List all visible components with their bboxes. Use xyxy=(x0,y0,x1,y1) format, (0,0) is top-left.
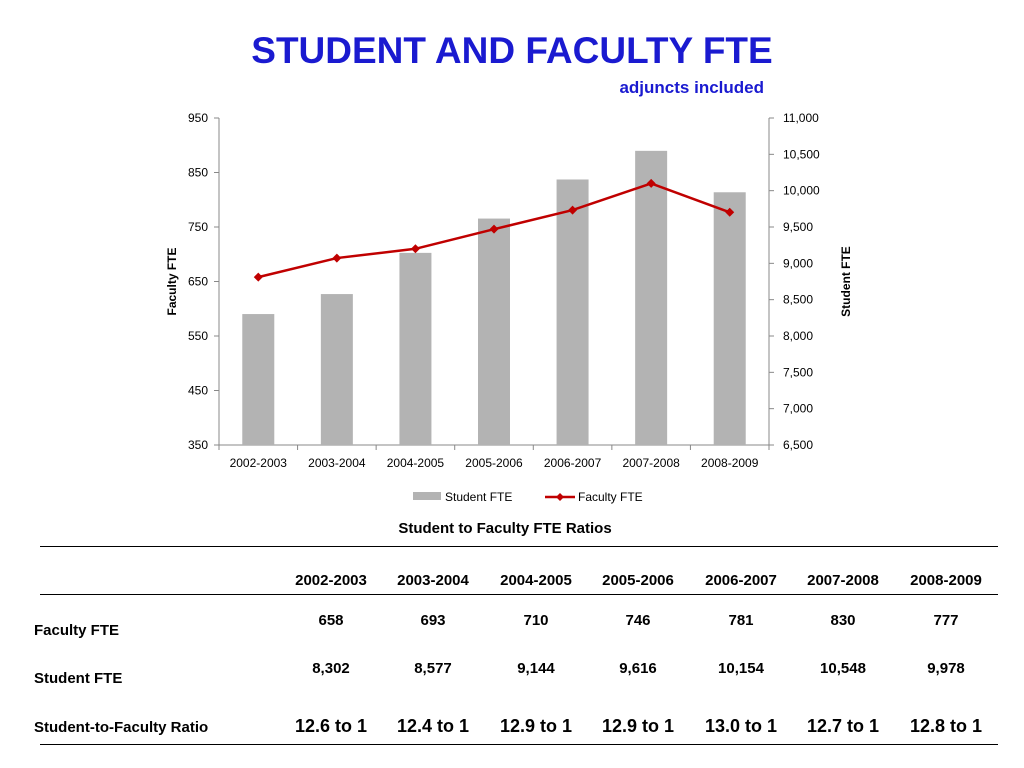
left-axis-title: Faculty FTE xyxy=(165,247,179,315)
table-year-header: 2004-2005 xyxy=(500,572,572,589)
table-cell: 693 xyxy=(420,612,446,629)
x-tick-label: 2007-2008 xyxy=(622,456,680,470)
table-year-header: 2003-2004 xyxy=(397,572,469,589)
right-tick-label: 7,000 xyxy=(783,402,813,416)
table-cell: 8,302 xyxy=(312,660,350,677)
table-year-header: 2002-2003 xyxy=(295,572,367,589)
table-cell: 12.7 to 1 xyxy=(806,716,880,736)
table-cell: 12.6 to 1 xyxy=(294,716,368,736)
table-cell: 710 xyxy=(523,612,549,629)
table-cell: 12.9 to 1 xyxy=(499,716,573,736)
legend-swatch-faculty-marker xyxy=(556,493,564,501)
table-cell: 9,978 xyxy=(927,660,965,677)
right-tick-label: 8,500 xyxy=(783,293,813,307)
table-top-rule xyxy=(40,546,998,547)
student-fte-bar xyxy=(556,179,589,445)
table-cell: 13.0 to 1 xyxy=(704,716,778,736)
table-row-label: Student-to-Faculty Ratio xyxy=(34,719,209,736)
page-title: STUDENT AND FACULTY FTE xyxy=(251,30,773,71)
left-tick-label: 650 xyxy=(188,275,208,289)
faculty-fte-point xyxy=(410,244,420,254)
table-cell: 12.4 to 1 xyxy=(396,716,470,736)
table-row-label: Student FTE xyxy=(34,670,123,687)
x-tick-label: 2004-2005 xyxy=(387,456,445,470)
right-tick-label: 9,000 xyxy=(783,256,813,270)
table-cell: 12.9 to 1 xyxy=(601,716,675,736)
student-fte-bar xyxy=(713,192,746,445)
faculty-fte-point xyxy=(332,253,342,263)
x-tick-label: 2002-2003 xyxy=(230,456,288,470)
table-cell: 10,548 xyxy=(820,660,866,677)
left-tick-label: 850 xyxy=(188,166,208,180)
left-tick-label: 750 xyxy=(188,220,208,234)
student-fte-bar xyxy=(635,150,668,445)
right-tick-label: 8,000 xyxy=(783,329,813,343)
student-fte-bar xyxy=(320,294,353,445)
table-cell: 777 xyxy=(933,612,959,629)
table-cell: 12.8 to 1 xyxy=(909,716,983,736)
table-cell: 658 xyxy=(318,612,344,629)
faculty-fte-point xyxy=(725,207,735,217)
student-fte-bar xyxy=(399,252,432,445)
x-tick-label: 2008-2009 xyxy=(701,456,759,470)
table-cell: 10,154 xyxy=(718,660,764,677)
left-tick-label: 450 xyxy=(188,384,208,398)
table-cell: 781 xyxy=(728,612,754,629)
table-year-header: 2006-2007 xyxy=(705,572,777,589)
right-tick-label: 10,500 xyxy=(783,147,820,161)
table-cell: 9,616 xyxy=(619,660,657,677)
right-tick-label: 6,500 xyxy=(783,438,813,452)
right-tick-label: 7,500 xyxy=(783,365,813,379)
table-bottom-rule xyxy=(40,744,998,745)
legend-label-faculty: Faculty FTE xyxy=(578,490,643,504)
right-tick-label: 9,500 xyxy=(783,220,813,234)
fte-combo-chart: 350 450 550 650 750 850 950 6,500 7,000 7,500 8,00… xyxy=(165,111,853,504)
page-subtitle: adjuncts included xyxy=(619,78,764,97)
table-year-header: 2007-2008 xyxy=(807,572,879,589)
right-axis-title: Student FTE xyxy=(839,246,853,317)
right-tick-label: 11,000 xyxy=(783,111,819,125)
table-cell: 830 xyxy=(830,612,856,629)
ratios-table-caption: Student to Faculty FTE Ratios xyxy=(398,520,612,537)
student-fte-bar xyxy=(242,314,275,445)
legend-label-student: Student FTE xyxy=(445,490,512,504)
table-cell: 746 xyxy=(625,612,651,629)
faculty-fte-point xyxy=(646,178,656,188)
left-tick-label: 350 xyxy=(188,438,208,452)
faculty-fte-point xyxy=(253,272,263,282)
student-fte-bar xyxy=(478,218,510,445)
table-year-header: 2008-2009 xyxy=(910,572,982,589)
table-row-label: Faculty FTE xyxy=(34,622,120,639)
x-tick-label: 2005-2006 xyxy=(465,456,523,470)
left-tick-label: 550 xyxy=(188,329,208,343)
right-tick-label: 10,000 xyxy=(783,184,820,198)
faculty-fte-point xyxy=(489,224,499,234)
table-cell: 8,577 xyxy=(414,660,452,677)
table-year-header: 2005-2006 xyxy=(602,572,674,589)
table-cell: 9,144 xyxy=(517,660,555,677)
x-tick-label: 2006-2007 xyxy=(544,456,602,470)
faculty-fte-point xyxy=(568,205,578,215)
left-tick-label: 950 xyxy=(188,111,208,125)
x-tick-label: 2003-2004 xyxy=(308,456,366,470)
legend-swatch-student xyxy=(413,492,441,500)
table-header-rule xyxy=(40,594,998,595)
